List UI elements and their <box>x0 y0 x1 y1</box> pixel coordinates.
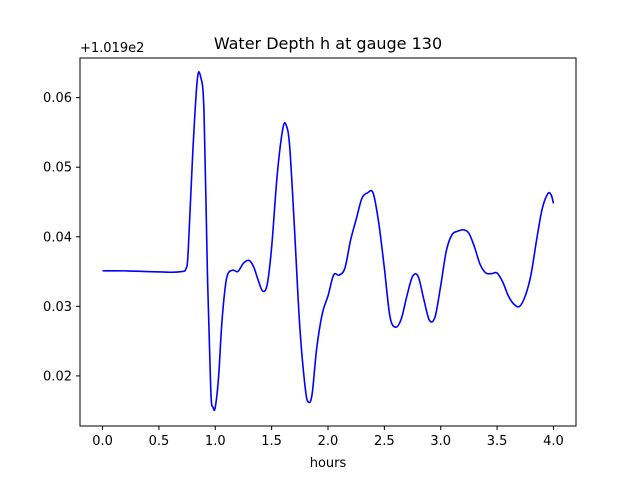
x-tick-label: 4.0 <box>543 434 564 449</box>
x-tick-label: 0.0 <box>92 434 113 449</box>
y-axis-ticks: 0.02 0.03 0.04 0.05 0.06 <box>43 91 80 384</box>
x-axis-ticks: 0.0 0.5 1.0 1.5 2.0 2.5 3.0 3.5 4.0 <box>92 426 564 449</box>
x-tick-label: 1.5 <box>261 434 282 449</box>
x-tick-label: 2.5 <box>374 434 395 449</box>
x-axis-title: hours <box>310 456 347 471</box>
x-tick-label: 1.0 <box>205 434 226 449</box>
x-tick-label: 3.0 <box>430 434 451 449</box>
x-tick-label: 3.5 <box>487 434 508 449</box>
series-line-0 <box>102 70 555 412</box>
plot-area <box>102 70 555 412</box>
y-tick-label: 0.02 <box>43 369 72 384</box>
y-tick-label: 0.04 <box>43 230 72 245</box>
x-tick-label: 0.5 <box>149 434 170 449</box>
y-axis-offset-label: +1.019e2 <box>80 41 144 56</box>
x-tick-label: 2.0 <box>318 434 339 449</box>
y-tick-label: 0.03 <box>43 300 72 315</box>
axes-frame <box>79 57 577 427</box>
y-tick-label: 0.06 <box>43 91 72 106</box>
chart-title: Water Depth h at gauge 130 <box>214 34 442 53</box>
y-tick-label: 0.05 <box>43 161 72 176</box>
